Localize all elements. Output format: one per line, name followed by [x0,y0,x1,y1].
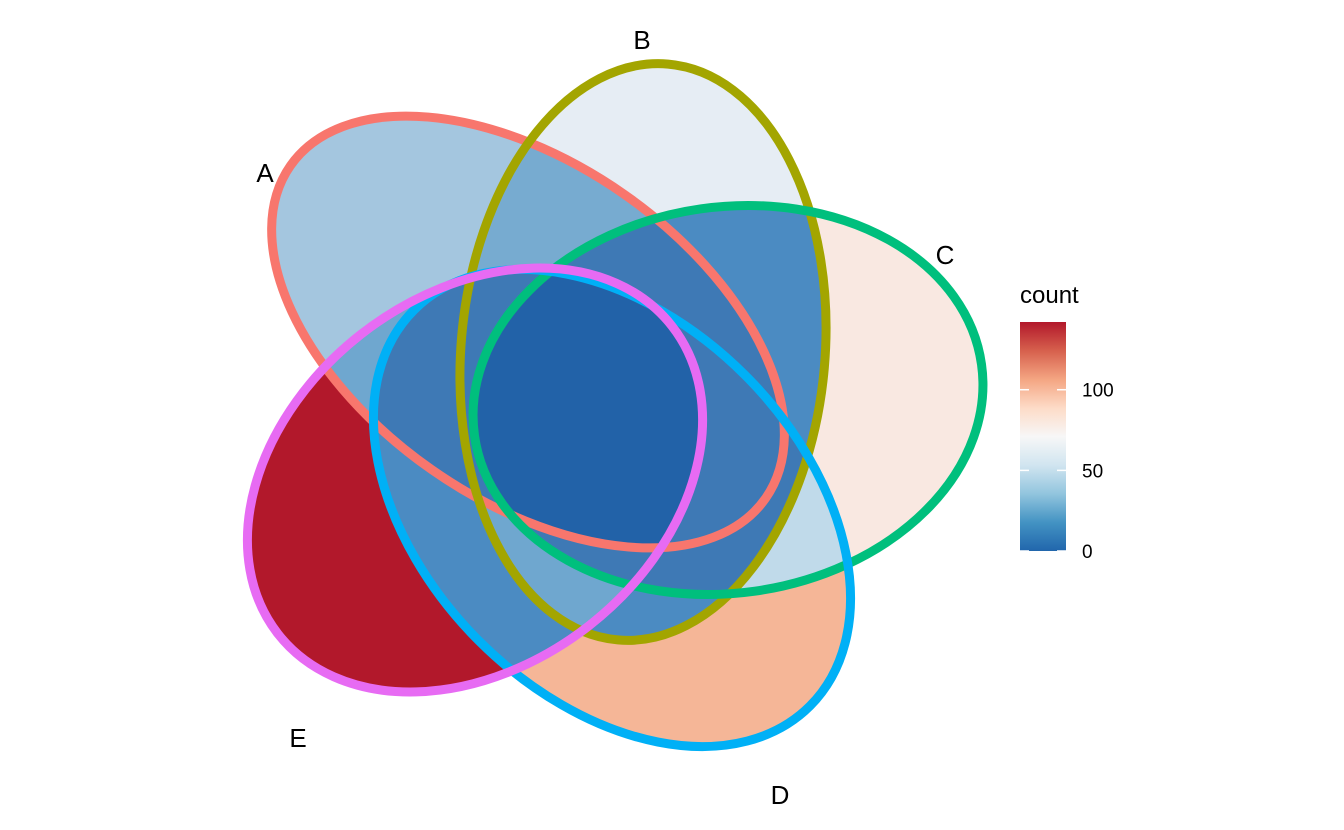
legend-tick-label: 100 [1082,381,1114,402]
outline-E [242,263,708,697]
legend-title: count [1020,282,1079,309]
set-label-A: A [256,158,274,188]
venn-set-outlines [242,59,988,751]
legend-tick-label: 0 [1082,542,1093,563]
legend-ticks: 0 50 100 [1020,381,1114,563]
venn-set-labels: A B C D E [256,25,954,810]
outline-A [267,111,789,553]
outline-D [369,265,855,751]
legend: count 0 50 100 [1020,282,1114,563]
set-label-B: B [633,25,650,55]
legend-colorbar [1020,322,1066,551]
set-label-D: D [771,780,790,810]
legend-tick-label: 50 [1082,461,1103,482]
set-label-C: C [936,240,955,270]
outline-B [455,59,831,645]
outline-C [468,201,988,599]
set-label-E: E [289,723,306,753]
